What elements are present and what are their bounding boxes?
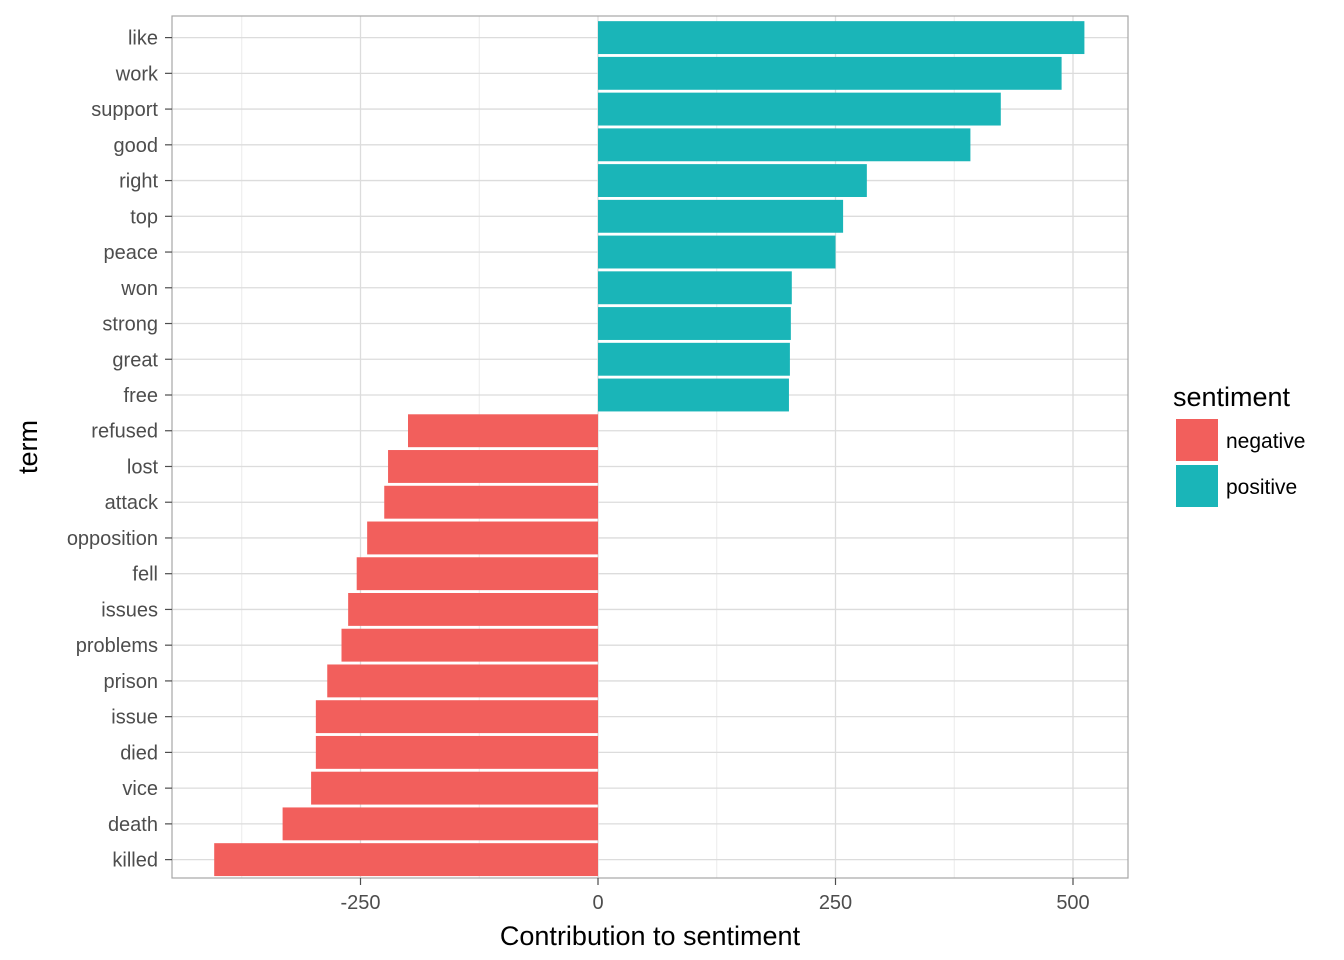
y-tick-label: won bbox=[120, 278, 158, 300]
bar-prison bbox=[327, 664, 598, 698]
y-tick-label: died bbox=[120, 742, 158, 764]
legend-label: positive bbox=[1226, 476, 1297, 499]
y-tick-label: refused bbox=[91, 421, 158, 443]
bar-death bbox=[282, 807, 598, 841]
bar-won bbox=[598, 271, 792, 305]
y-tick-label: strong bbox=[102, 314, 158, 336]
y-tick-label: killed bbox=[112, 850, 158, 872]
y-tick-label: like bbox=[128, 28, 158, 50]
bar-died bbox=[315, 735, 598, 769]
y-axis-title: term bbox=[13, 420, 43, 474]
y-tick-label: right bbox=[119, 171, 158, 193]
y-tick-label: great bbox=[112, 349, 158, 371]
bar-good bbox=[598, 128, 971, 162]
y-axis: like work support good right top peace won stron… bbox=[67, 28, 172, 872]
bars bbox=[214, 21, 1085, 877]
bar-attack bbox=[384, 485, 598, 519]
y-tick-label: peace bbox=[104, 242, 159, 264]
y-tick-label: lost bbox=[127, 456, 159, 478]
y-tick-label: prison bbox=[104, 671, 158, 693]
y-tick-label: death bbox=[108, 814, 158, 836]
bar-support bbox=[598, 92, 1001, 126]
bar-like bbox=[598, 21, 1085, 55]
legend-title: sentiment bbox=[1173, 382, 1291, 412]
y-tick-label: vice bbox=[122, 778, 158, 800]
y-tick-label: fell bbox=[132, 564, 158, 586]
bar-issues bbox=[348, 592, 598, 626]
x-tick-label: 500 bbox=[1056, 892, 1089, 914]
bar-work bbox=[598, 56, 1062, 90]
y-tick-label: good bbox=[114, 135, 159, 157]
bar-refused bbox=[408, 414, 598, 448]
y-tick-label: opposition bbox=[67, 528, 158, 550]
bar-issue bbox=[315, 700, 598, 734]
plot-border bbox=[171, 15, 1129, 879]
x-tick-label: 0 bbox=[592, 892, 603, 914]
y-tick-label: issue bbox=[111, 707, 158, 729]
legend-key bbox=[1176, 419, 1218, 461]
x-tick-label: -250 bbox=[340, 892, 380, 914]
legend: sentiment negative positive bbox=[1173, 382, 1305, 507]
legend-key bbox=[1176, 465, 1218, 507]
x-axis: -250 0 250 500 bbox=[340, 878, 1090, 914]
y-tick-label: top bbox=[130, 206, 158, 228]
legend-label: negative bbox=[1226, 430, 1305, 453]
x-axis-title: Contribution to sentiment bbox=[500, 921, 801, 951]
bar-problems bbox=[341, 628, 598, 662]
bar-top bbox=[598, 199, 844, 233]
bar-right bbox=[598, 164, 867, 198]
bar-peace bbox=[598, 235, 836, 269]
bar-vice bbox=[311, 771, 598, 805]
y-tick-label: problems bbox=[76, 635, 158, 657]
bar-opposition bbox=[367, 521, 598, 555]
y-tick-label: support bbox=[91, 99, 158, 121]
legend-entry-positive: positive bbox=[1176, 465, 1297, 507]
bar-lost bbox=[388, 450, 598, 483]
y-tick-label: issues bbox=[101, 599, 158, 621]
y-tick-label: work bbox=[115, 63, 159, 85]
legend-entry-negative: negative bbox=[1176, 419, 1305, 461]
y-tick-label: free bbox=[124, 385, 158, 407]
bar-killed bbox=[214, 843, 598, 877]
x-tick-label: 250 bbox=[819, 892, 852, 914]
bar-great bbox=[598, 342, 790, 376]
bar-fell bbox=[356, 557, 598, 591]
bar-strong bbox=[598, 307, 791, 340]
bar-free bbox=[598, 378, 789, 412]
y-tick-label: attack bbox=[105, 492, 159, 514]
